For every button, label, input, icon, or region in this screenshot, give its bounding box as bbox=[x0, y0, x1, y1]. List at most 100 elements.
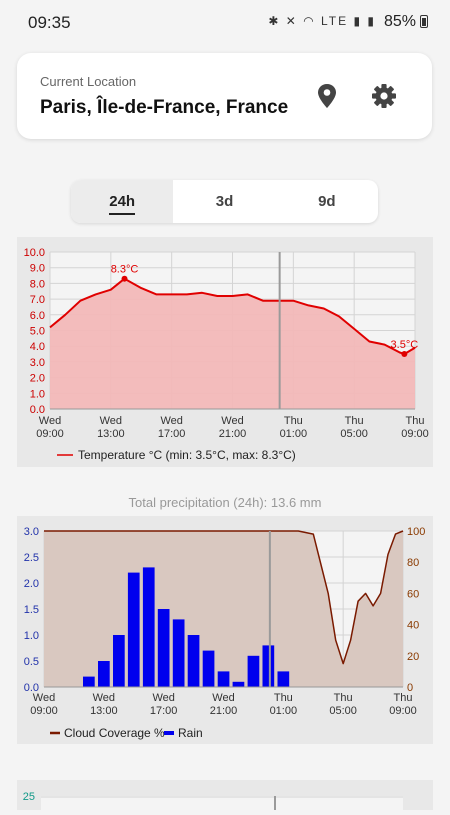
x-tick-day: Wed bbox=[93, 692, 115, 704]
x-tick-time: 13:00 bbox=[97, 428, 125, 440]
location-label: Current Location bbox=[40, 74, 137, 89]
x-tick-time: 09:00 bbox=[30, 705, 58, 717]
y-right-tick-label: 0 bbox=[407, 682, 413, 694]
y-tick-label: 4.0 bbox=[30, 341, 45, 353]
tab-3d[interactable]: 3d bbox=[173, 180, 275, 223]
x-tick-time: 17:00 bbox=[158, 428, 186, 440]
location-card: Current Location Paris, Île-de-France, F… bbox=[17, 53, 432, 139]
y-tick-label: 2.0 bbox=[30, 373, 45, 385]
max-point bbox=[121, 275, 128, 282]
battery-icon bbox=[420, 15, 428, 28]
min-point bbox=[401, 351, 408, 358]
rain-bar bbox=[262, 645, 275, 687]
third-chart-svg: 25 bbox=[23, 791, 403, 810]
legend-temperature-label: Temperature °C (min: 3.5°C, max: 8.3°C) bbox=[78, 448, 296, 462]
location-pin-icon[interactable] bbox=[315, 83, 339, 109]
rain-bar bbox=[142, 567, 155, 687]
x-tick-time: 09:00 bbox=[401, 428, 429, 440]
x-tick-day: Thu bbox=[345, 415, 364, 427]
y-left-tick-label: 1.0 bbox=[24, 630, 39, 642]
x-tick-time: 13:00 bbox=[90, 705, 118, 717]
y-left-tick-label: 3.0 bbox=[24, 526, 39, 538]
rain-bar bbox=[98, 661, 110, 687]
x-tick-day: Thu bbox=[406, 415, 425, 427]
x-tick-day: Wed bbox=[212, 692, 234, 704]
y-left-tick-label: 2.5 bbox=[24, 552, 39, 564]
precipitation-chart-svg: 0.00.51.01.52.02.53.0020406080100Wed09:0… bbox=[24, 526, 426, 740]
x-tick-day: Wed bbox=[221, 415, 243, 427]
x-tick-time: 05:00 bbox=[329, 705, 357, 717]
y-tick-label: 5.0 bbox=[30, 326, 45, 338]
x-tick-day: Wed bbox=[100, 415, 122, 427]
rain-bar bbox=[113, 635, 125, 687]
rain-bar bbox=[217, 671, 230, 687]
rain-bar bbox=[187, 635, 200, 687]
rain-bar bbox=[127, 572, 140, 687]
tab-9d-label: 9d bbox=[318, 193, 336, 210]
y-tick-label: 7.0 bbox=[30, 294, 45, 306]
location-name: Paris, Île-de-France, France bbox=[40, 97, 289, 118]
y-left-tick-label: 1.5 bbox=[24, 604, 39, 616]
x-tick-time: 09:00 bbox=[36, 428, 64, 440]
tab-24h[interactable]: 24h bbox=[71, 180, 174, 223]
x-tick-time: 21:00 bbox=[210, 705, 238, 717]
y-tick-label: 25 bbox=[23, 791, 35, 803]
gear-icon[interactable] bbox=[371, 83, 397, 109]
y-right-tick-label: 60 bbox=[407, 588, 419, 600]
y-left-tick-label: 0.5 bbox=[24, 656, 39, 668]
x-tick-time: 05:00 bbox=[340, 428, 368, 440]
x-tick-time: 01:00 bbox=[270, 705, 298, 717]
max-label: 8.3°C bbox=[111, 264, 139, 276]
y-tick-label: 10.0 bbox=[24, 247, 45, 259]
tab-9d[interactable]: 9d bbox=[276, 180, 378, 223]
legend-rain-label: Rain bbox=[178, 726, 203, 740]
y-tick-label: 6.0 bbox=[30, 310, 45, 322]
rain-bar bbox=[202, 650, 215, 687]
rain-bar bbox=[232, 681, 245, 687]
x-tick-time: 09:00 bbox=[389, 705, 417, 717]
status-time: 09:35 bbox=[28, 13, 71, 32]
status-icons: ✱ ✕ ◠ LTE ▮ ▮ bbox=[268, 14, 376, 28]
temperature-chart-svg: 0.01.02.03.04.05.06.07.08.09.010.0Wed09:… bbox=[24, 247, 429, 462]
rain-bar bbox=[277, 671, 290, 687]
tab-3d-label: 3d bbox=[215, 193, 234, 210]
y-tick-label: 9.0 bbox=[30, 263, 45, 275]
third-chart: 25 bbox=[17, 780, 433, 810]
y-left-tick-label: 2.0 bbox=[24, 578, 39, 590]
x-tick-day: Wed bbox=[160, 415, 182, 427]
precipitation-chart: 0.0 0.5 1.0 1.5 2.0 2.5 3.0 0 20 40 60 80 100 Wed 09:0… bbox=[17, 516, 433, 744]
y-tick-label: 0.0 bbox=[30, 404, 45, 416]
tab-24h-label: 24h bbox=[109, 193, 136, 215]
y-right-tick-label: 100 bbox=[407, 526, 425, 538]
x-tick-day: Thu bbox=[274, 692, 293, 704]
x-tick-time: 21:00 bbox=[219, 428, 247, 440]
total-precipitation: Total precipitation (24h): 13.6 mm bbox=[128, 495, 322, 510]
min-label: 3.5°C bbox=[391, 339, 419, 351]
rain-bar bbox=[172, 619, 185, 687]
x-tick-day: Thu bbox=[284, 415, 303, 427]
y-right-tick-label: 20 bbox=[407, 651, 419, 663]
x-tick-time: 17:00 bbox=[150, 705, 178, 717]
x-tick-day: Wed bbox=[33, 692, 55, 704]
y-tick-label: 3.0 bbox=[30, 357, 45, 369]
y-tick-label: 1.0 bbox=[30, 388, 45, 400]
x-tick-day: Thu bbox=[394, 692, 413, 704]
range-tabs: 24h 3d 9d bbox=[71, 180, 378, 223]
rain-bar bbox=[83, 676, 95, 687]
rain-bar bbox=[247, 655, 260, 687]
y-right-tick-label: 40 bbox=[407, 620, 419, 632]
status-bar: 09:35 ✱ ✕ ◠ LTE ▮ ▮ 85% bbox=[0, 0, 450, 44]
temperature-line bbox=[49, 277, 416, 355]
x-tick-day: Wed bbox=[152, 692, 174, 704]
x-tick-day: Wed bbox=[39, 415, 61, 427]
cloud-coverage-line bbox=[44, 530, 404, 665]
plot-area bbox=[41, 796, 403, 810]
y-tick-label: 8.0 bbox=[30, 278, 45, 290]
y-left-tick-label: 0.0 bbox=[24, 682, 39, 694]
x-tick-day: Thu bbox=[334, 692, 353, 704]
temperature-area bbox=[50, 278, 415, 409]
x-tick-time: 01:00 bbox=[280, 428, 308, 440]
legend-cloud-label: Cloud Coverage % bbox=[64, 726, 165, 740]
y-right-tick-label: 80 bbox=[407, 557, 419, 569]
rain-bar bbox=[157, 609, 170, 687]
